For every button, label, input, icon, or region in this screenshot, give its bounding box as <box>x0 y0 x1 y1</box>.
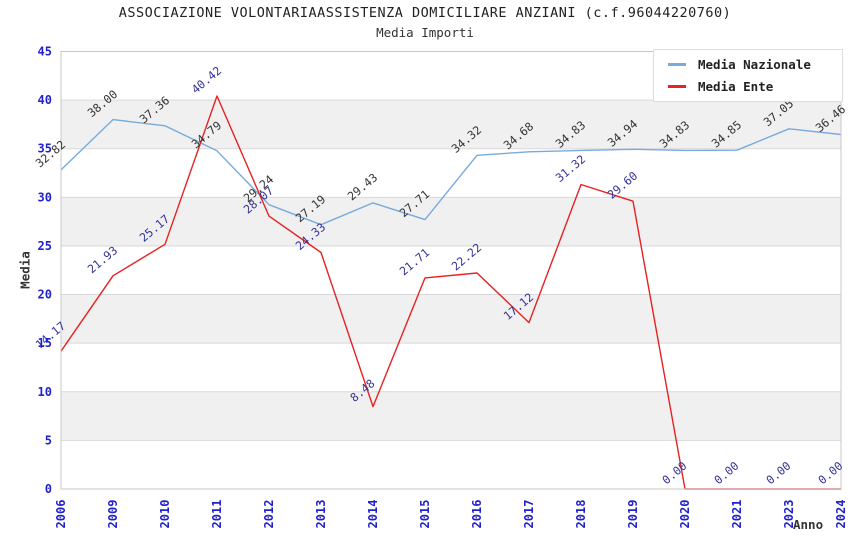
y-tick-label: 10 <box>38 385 52 399</box>
x-tick-label: 2012 <box>262 500 276 529</box>
plot-band <box>61 197 841 246</box>
x-tick-label: 2015 <box>418 500 432 529</box>
x-tick-label: 2006 <box>54 500 68 529</box>
x-tick-label: 2009 <box>106 500 120 529</box>
series-line-media-nazionale <box>60 118 842 226</box>
data-label: 0.00 <box>711 459 741 488</box>
chart-subtitle: Media Importi <box>376 25 474 40</box>
y-tick-label: 45 <box>38 45 52 59</box>
chart-title: ASSOCIAZIONE VOLONTARIAASSISTENZA DOMICI… <box>118 5 732 21</box>
data-label: 40.42 <box>189 63 225 96</box>
y-tick-label: 35 <box>38 142 52 156</box>
y-tick-label: 5 <box>45 433 52 447</box>
x-tick-label: 2023 <box>782 500 796 529</box>
x-axis-ticks: 2006 2009 2010 2011 2012 2013 2014 2015 2016 2017… <box>54 500 848 529</box>
y-tick-label: 40 <box>38 93 52 107</box>
legend-label: Media Nazionale <box>698 57 811 72</box>
x-tick-label: 2017 <box>522 500 536 529</box>
x-tick-label: 2011 <box>210 500 224 529</box>
y-tick-label: 0 <box>45 482 52 496</box>
data-label: 31.32 <box>553 152 589 185</box>
x-axis-title: Anno <box>793 517 824 532</box>
media-nazionale-line-swatch-icon <box>668 63 686 66</box>
legend-label: Media Ente <box>698 79 774 94</box>
x-tick-label: 2014 <box>366 500 380 529</box>
x-tick-label: 2010 <box>158 500 172 529</box>
plot-band <box>61 100 841 149</box>
data-label: 21.93 <box>85 243 121 276</box>
y-tick-label: 30 <box>38 190 52 204</box>
chart-legend: Media Nazionale Media Ente <box>653 49 843 102</box>
x-tick-label: 2016 <box>470 500 484 529</box>
x-tick-label: 2013 <box>314 500 328 529</box>
legend-entry-media-ente: Media Ente <box>668 79 842 94</box>
y-tick-label: 20 <box>38 288 52 302</box>
data-label: 0.00 <box>763 459 793 488</box>
y-axis-ticks: 0 5 10 15 20 25 30 35 40 45 <box>38 45 52 497</box>
data-label: 29.60 <box>605 169 641 202</box>
data-label: 0.00 <box>659 459 689 488</box>
media-ente-line-swatch-icon <box>668 85 686 88</box>
plot-bands <box>61 100 841 441</box>
plot-band <box>61 391 841 441</box>
x-tick-label: 2018 <box>574 500 588 529</box>
data-label: 21.71 <box>397 245 433 278</box>
y-axis-title: Media <box>17 251 33 289</box>
y-tick-label: 25 <box>38 239 52 253</box>
legend-entry-media-nazionale: Media Nazionale <box>668 57 842 72</box>
x-tick-label: 2020 <box>678 500 692 529</box>
x-tick-label: 2019 <box>626 500 640 529</box>
y-tick-label: 15 <box>38 336 52 350</box>
plot-band <box>61 294 841 344</box>
x-tick-label: 2024 <box>834 500 848 529</box>
x-tick-label: 2021 <box>730 500 744 529</box>
plot-border <box>60 51 842 490</box>
